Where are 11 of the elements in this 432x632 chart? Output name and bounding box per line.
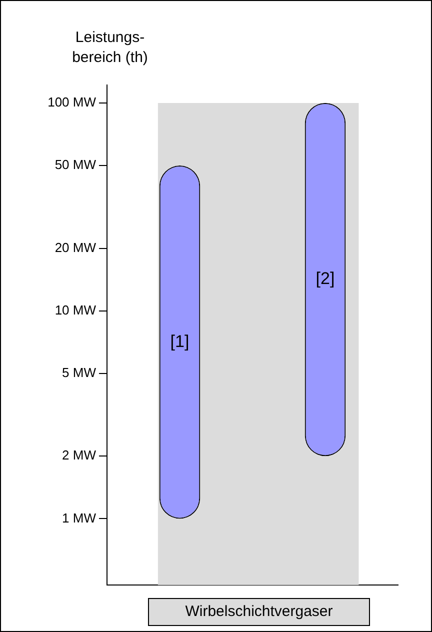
y-tick-label: 10 MW — [54, 302, 97, 318]
y-tick-label: 100 MW — [48, 94, 97, 110]
y-tick-label: 5 MW — [62, 365, 97, 380]
x-tick-label: [1] — [170, 332, 190, 351]
y-tick-label: 1 MW — [62, 510, 97, 526]
x-axis-title: Wirbelschichtvergaser — [148, 598, 370, 626]
x-tick-label: [2] — [316, 269, 335, 288]
y-axis-title: Leistungs- bereich (th) — [71, 28, 149, 68]
y-tick-label: 50 MW — [54, 157, 97, 172]
y-tick-label: 2 MW — [62, 448, 97, 463]
y-tick-label: 20 MW — [54, 240, 97, 255]
